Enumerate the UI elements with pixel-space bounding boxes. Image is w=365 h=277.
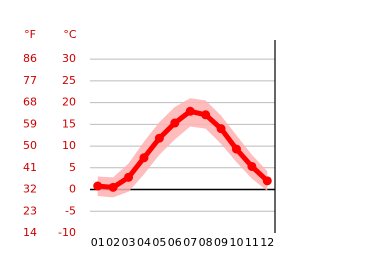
mean-point: [247, 161, 257, 171]
y-tick-label: 10: [62, 139, 76, 152]
y-tick-label: 20: [62, 96, 76, 109]
x-tick-label: 12: [260, 236, 274, 249]
y-tick-label: 15: [62, 117, 76, 130]
y-tick-label: 30: [62, 52, 76, 65]
x-tick-label: 11: [245, 236, 259, 249]
mean-point: [262, 176, 272, 186]
mean-point: [170, 118, 180, 128]
mean-point: [201, 110, 211, 120]
x-tick-label: 05: [152, 236, 166, 249]
y2-axis-label: °F: [24, 28, 36, 41]
y-tick-label: 25: [62, 74, 76, 87]
x-tick-label: 08: [199, 236, 213, 249]
mean-point: [139, 153, 149, 163]
mean-point: [185, 106, 195, 116]
y2-tick-label: 32: [23, 183, 37, 196]
y2-tick-label: 68: [23, 96, 37, 109]
y2-tick-label: 41: [23, 161, 37, 174]
y-tick-label: -5: [65, 204, 76, 217]
y-tick-label: 5: [69, 161, 76, 174]
x-tick-label: 09: [214, 236, 228, 249]
x-tick-label: 06: [168, 236, 182, 249]
x-tick-label: 04: [137, 236, 151, 249]
x-tick-label: 10: [229, 236, 243, 249]
y2-tick-label: 77: [23, 74, 37, 87]
mean-point: [93, 181, 103, 191]
range-band: [97, 98, 268, 198]
y2-tick-label: 50: [23, 139, 37, 152]
y-tick-label: 0: [69, 183, 76, 196]
mean-point: [108, 182, 118, 192]
y2-tick-label: 86: [23, 52, 37, 65]
y-axis-label: °C: [63, 28, 77, 41]
mean-point: [231, 144, 241, 154]
y2-tick-label: 59: [23, 117, 37, 130]
x-tick-label: 01: [91, 236, 105, 249]
x-tick-label: 07: [183, 236, 197, 249]
y2-tick-label: 14: [23, 226, 37, 239]
x-tick-label: 02: [106, 236, 120, 249]
x-tick-label: 03: [122, 236, 136, 249]
y-tick-label: -10: [58, 226, 76, 239]
mean-point: [154, 133, 164, 143]
y2-tick-label: 23: [23, 204, 37, 217]
mean-point: [216, 124, 226, 134]
mean-point: [124, 172, 134, 182]
